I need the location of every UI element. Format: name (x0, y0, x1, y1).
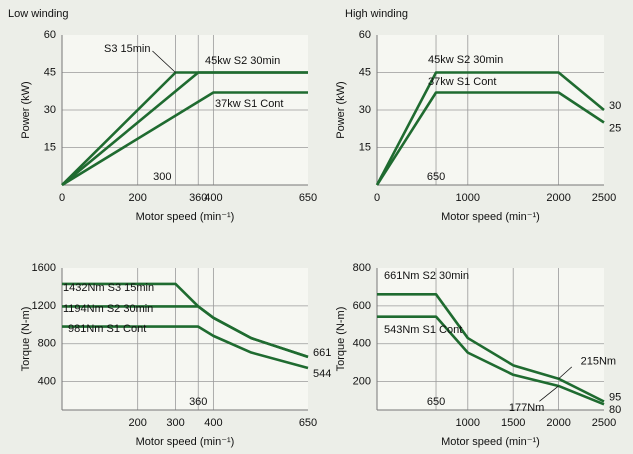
x-tick-label: 2500 (592, 417, 616, 429)
series-line (375, 71, 605, 186)
x-tick-label: 1000 (456, 192, 480, 204)
series-label: 1194Nm S2 30min (63, 303, 153, 315)
value-label: 80 (609, 404, 621, 416)
x-tick-label: 2000 (546, 192, 570, 204)
y-axis-title: Torque (N-m) (335, 307, 347, 372)
y-tick-label: 400 (353, 338, 371, 350)
series-label: 37kw S1 Cont (428, 76, 496, 88)
series-label: 661Nm S2 30min (384, 270, 469, 282)
series-label: 1432Nm S3 15min (63, 282, 154, 294)
x-tick-label: 400 (204, 192, 222, 204)
annotation: 650 (427, 396, 445, 408)
y-tick-label: 45 (359, 66, 371, 78)
series-line (375, 91, 605, 186)
x-tick-label: 2000 (546, 417, 570, 429)
chart-title: High winding (345, 8, 408, 20)
annotation: 360 (189, 396, 207, 408)
y-tick-label: 1200 (32, 300, 56, 312)
series-line (62, 305, 309, 359)
x-tick-label: 0 (374, 192, 380, 204)
annotation: 300 (153, 171, 171, 183)
chart-title: Low winding (8, 8, 69, 20)
x-tick-label: 360 (189, 192, 207, 204)
x-tick-label: 200 (129, 192, 147, 204)
x-tick-label: 650 (299, 192, 317, 204)
series-label: S3 15min (104, 43, 150, 55)
series-label: 45kw S2 30min (205, 55, 280, 67)
x-tick-label: 1500 (501, 417, 525, 429)
x-axis-title: Motor speed (min⁻¹) (441, 211, 540, 223)
plot-area (377, 268, 604, 410)
y-axis-title: Power (kW) (20, 81, 32, 138)
decoration (140, 0, 360, 18)
x-tick-label: 2500 (592, 192, 616, 204)
series-label: 981Nm S1 Cont (68, 323, 146, 335)
y-axis-title: Power (kW) (335, 81, 347, 138)
x-tick-label: 400 (204, 417, 222, 429)
y-tick-label: 15 (44, 141, 56, 153)
y-tick-label: 60 (44, 29, 56, 41)
x-axis-title: Motor speed (min⁻¹) (136, 436, 235, 448)
value-label: 544 (313, 368, 331, 380)
series-line (61, 91, 308, 187)
value-label: 661 (313, 347, 331, 359)
series-line (377, 293, 605, 403)
y-tick-label: 400 (38, 376, 56, 388)
series-label: 45kw S2 30min (428, 54, 503, 66)
value-label: 30 (609, 100, 621, 112)
x-tick-label: 200 (129, 417, 147, 429)
y-tick-label: 30 (359, 104, 371, 116)
y-tick-label: 1600 (32, 262, 56, 274)
series-line (377, 315, 605, 406)
y-tick-label: 15 (359, 141, 371, 153)
x-axis-title: Motor speed (min⁻¹) (136, 211, 235, 223)
series-label: 543Nm S1 Cont (384, 324, 462, 336)
y-tick-label: 600 (353, 300, 371, 312)
y-tick-label: 800 (38, 338, 56, 350)
x-tick-label: 300 (166, 417, 184, 429)
leader-line (152, 50, 176, 73)
x-tick-label: 1000 (456, 417, 480, 429)
value-label: 177Nm (509, 402, 544, 414)
y-tick-label: 30 (44, 104, 56, 116)
y-tick-label: 800 (353, 262, 371, 274)
annotation: 650 (427, 171, 445, 183)
x-tick-label: 0 (59, 192, 65, 204)
value-label: 25 (609, 122, 621, 134)
value-label: 95 (609, 391, 621, 403)
y-axis-title: Torque (N-m) (20, 307, 32, 372)
x-tick-label: 650 (299, 417, 317, 429)
value-label: 215Nm (581, 356, 616, 368)
y-tick-label: 60 (359, 29, 371, 41)
x-axis-title: Motor speed (min⁻¹) (441, 436, 540, 448)
leader-line (539, 385, 559, 402)
y-tick-label: 200 (353, 376, 371, 388)
y-tick-label: 45 (44, 66, 56, 78)
series-label: 37kw S1 Cont (215, 98, 283, 110)
series-line (61, 71, 308, 187)
leader-line (558, 366, 573, 380)
series-line (62, 325, 309, 370)
